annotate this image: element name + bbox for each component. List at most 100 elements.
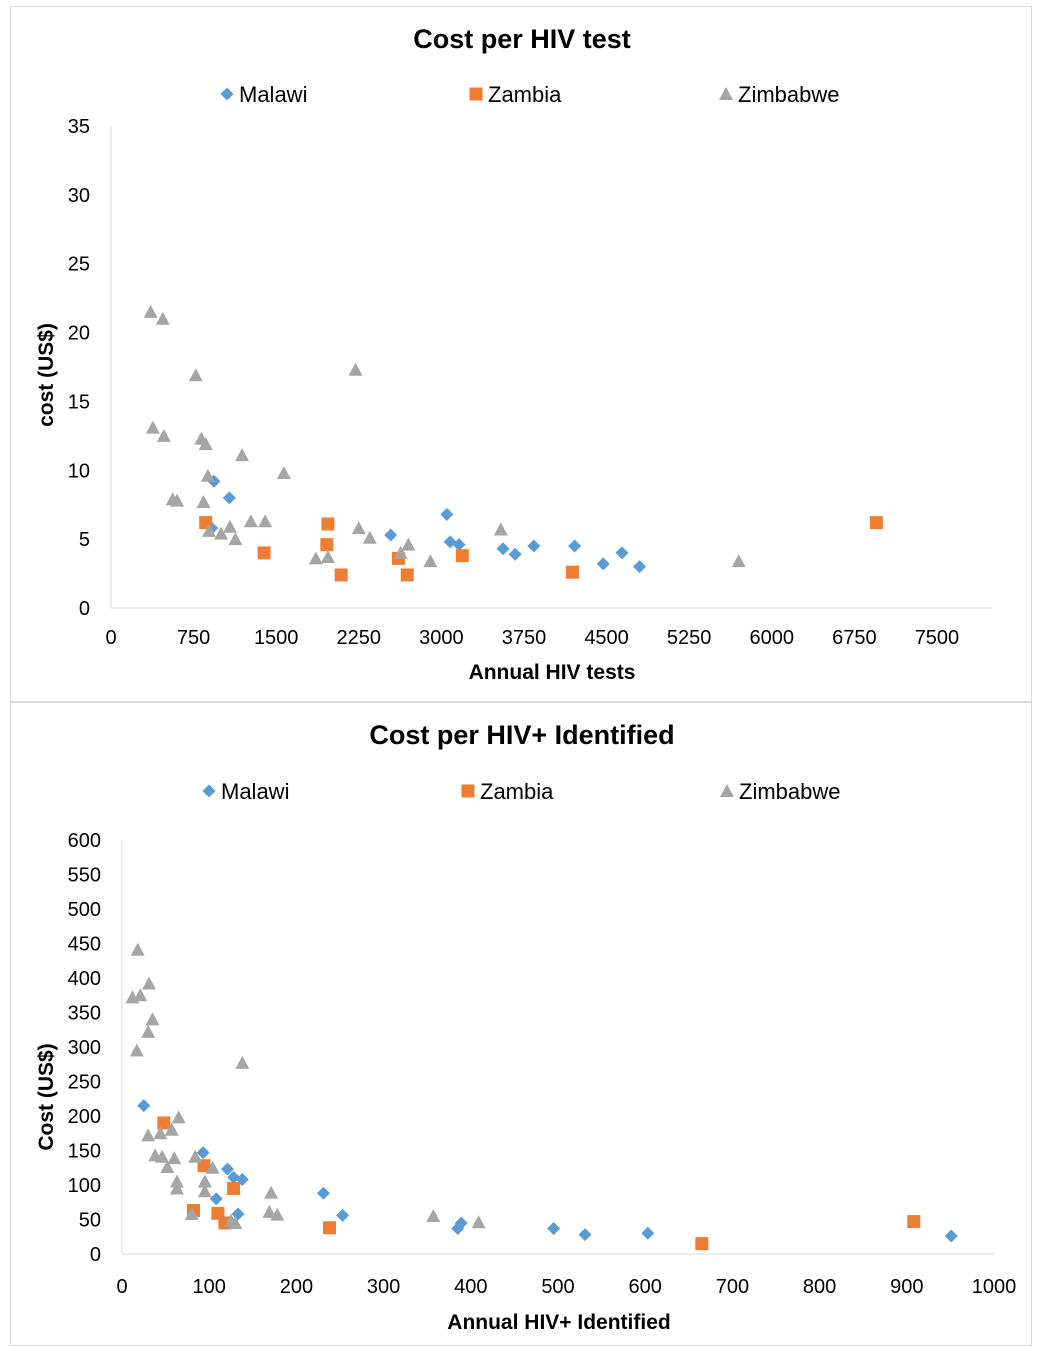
chart-2-y-tick-label: 300	[68, 1037, 101, 1059]
malawi-point	[568, 539, 582, 553]
legend-zimbabwe-label: Zimbabwe	[739, 779, 840, 804]
chart-2-x-tick-label: 500	[541, 1276, 574, 1298]
chart-1-y-tick-label: 25	[68, 254, 90, 276]
malawi-point	[222, 491, 236, 505]
chart-1-x-axis-title: Annual HIV tests	[469, 661, 636, 684]
chart-1-legend: Malawi Zambia Zimbabwe	[220, 82, 839, 107]
chart-2-title: Cost per HIV+ Identified	[369, 720, 674, 750]
chart-2-x-tick-label: 1000	[972, 1276, 1017, 1298]
malawi-point	[615, 546, 629, 560]
zambia-point	[323, 1221, 337, 1235]
legend-malawi-marker	[202, 784, 216, 798]
chart-2-points	[125, 942, 958, 1251]
zambia-point	[227, 1181, 241, 1195]
malawi-point	[578, 1228, 592, 1242]
zimbabwe-point	[197, 1184, 212, 1198]
chart-1-x-tick-label: 750	[177, 627, 210, 649]
zambia-point	[455, 549, 469, 563]
zimbabwe-point	[141, 1128, 156, 1142]
chart-2-axes: 0 100 200 300 400 500 600 700 800 900 1000 0 50 100 15…	[68, 830, 1017, 1298]
chart-1-title: Cost per HIV test	[413, 24, 631, 54]
zambia-point	[334, 568, 348, 582]
zimbabwe-point	[196, 494, 211, 508]
zimbabwe-point	[170, 493, 185, 507]
legend-zambia-marker	[461, 784, 475, 798]
legend-malawi-marker	[220, 87, 234, 101]
malawi-point	[527, 539, 541, 553]
zimbabwe-point	[145, 1012, 160, 1026]
zimbabwe-point	[205, 1160, 220, 1174]
malawi-point	[641, 1226, 655, 1240]
chart-2-y-tick-label: 350	[68, 1003, 101, 1025]
zimbabwe-point	[401, 537, 416, 551]
chart-2-y-tick-label: 250	[68, 1072, 101, 1094]
zambia-point	[157, 1116, 171, 1130]
zimbabwe-point	[308, 551, 323, 565]
malawi-point	[454, 1216, 468, 1230]
zimbabwe-point	[362, 530, 377, 544]
chart-2-x-tick-label: 400	[454, 1276, 487, 1298]
chart-2-x-tick-label: 600	[629, 1276, 662, 1298]
zimbabwe-point	[198, 437, 213, 451]
chart-1-y-tick-label: 5	[79, 529, 90, 551]
zambia-point	[400, 568, 414, 582]
legend-zambia-label: Zambia	[488, 82, 562, 107]
chart-2-y-tick-label: 500	[68, 899, 101, 921]
chart-2-x-tick-label: 900	[890, 1276, 923, 1298]
zambia-point	[695, 1237, 709, 1251]
zimbabwe-point	[197, 1174, 212, 1188]
chart-2-y-tick-label: 150	[68, 1141, 101, 1163]
zimbabwe-point	[262, 1204, 277, 1218]
malawi-point	[452, 538, 466, 552]
chart-2-x-tick-label: 700	[716, 1276, 749, 1298]
zimbabwe-point	[393, 545, 408, 559]
zimbabwe-point	[171, 1110, 186, 1124]
zimbabwe-point	[351, 521, 366, 535]
zimbabwe-point	[493, 522, 508, 536]
zimbabwe-point	[145, 420, 160, 434]
zambia-point	[907, 1215, 921, 1229]
malawi-point	[496, 542, 510, 556]
chart-1-x-tick-label: 2250	[337, 627, 382, 649]
chart-2-legend: Malawi Zambia Zimbabwe	[202, 779, 840, 804]
zimbabwe-point	[276, 466, 291, 480]
malawi-point	[944, 1229, 958, 1243]
chart-2-svg: Cost per HIV+ Identified Malawi Zambia Zim…	[35, 720, 1017, 1334]
zimbabwe-point	[164, 1122, 179, 1136]
legend-malawi-label: Malawi	[239, 82, 307, 107]
legend-zambia-marker	[469, 87, 483, 101]
chart-2-y-tick-label: 200	[68, 1106, 101, 1128]
zimbabwe-point	[169, 1174, 184, 1188]
zambia-point	[565, 565, 579, 579]
zimbabwe-point	[423, 554, 438, 568]
chart-2-y-tick-label: 550	[68, 865, 101, 887]
zimbabwe-point	[143, 304, 158, 318]
chart-2-x-tick-label: 0	[116, 1276, 127, 1298]
zimbabwe-point	[258, 514, 273, 528]
zimbabwe-point	[264, 1185, 279, 1199]
zimbabwe-point	[426, 1209, 441, 1223]
zimbabwe-point	[167, 1151, 182, 1165]
legend-zimbabwe-marker	[720, 784, 734, 797]
chart-2-y-tick-label: 0	[90, 1244, 101, 1266]
malawi-point	[316, 1186, 330, 1200]
chart-1-x-tick-label: 3000	[419, 627, 464, 649]
chart-2-y-tick-label: 50	[79, 1210, 101, 1232]
chart-1-y-tick-label: 0	[79, 598, 90, 620]
malawi-point	[221, 1162, 235, 1176]
chart-1-y-tick-label: 15	[68, 391, 90, 413]
chart-1-y-axis-title: cost (US$)	[35, 323, 58, 427]
chart-1-x-tick-label: 3750	[502, 627, 547, 649]
zambia-point	[869, 516, 883, 530]
zimbabwe-point	[243, 514, 258, 528]
zimbabwe-point	[214, 526, 229, 540]
zimbabwe-point	[188, 368, 203, 382]
zimbabwe-point	[222, 519, 237, 533]
zimbabwe-point	[153, 1126, 168, 1140]
chart-1-x-tick-label: 1500	[254, 627, 299, 649]
malawi-point	[227, 1170, 241, 1184]
zambia-point	[257, 546, 271, 560]
chart-1-y-tick-label: 10	[68, 460, 90, 482]
chart-1-x-tick-label: 0	[105, 627, 116, 649]
malawi-point	[633, 560, 647, 574]
